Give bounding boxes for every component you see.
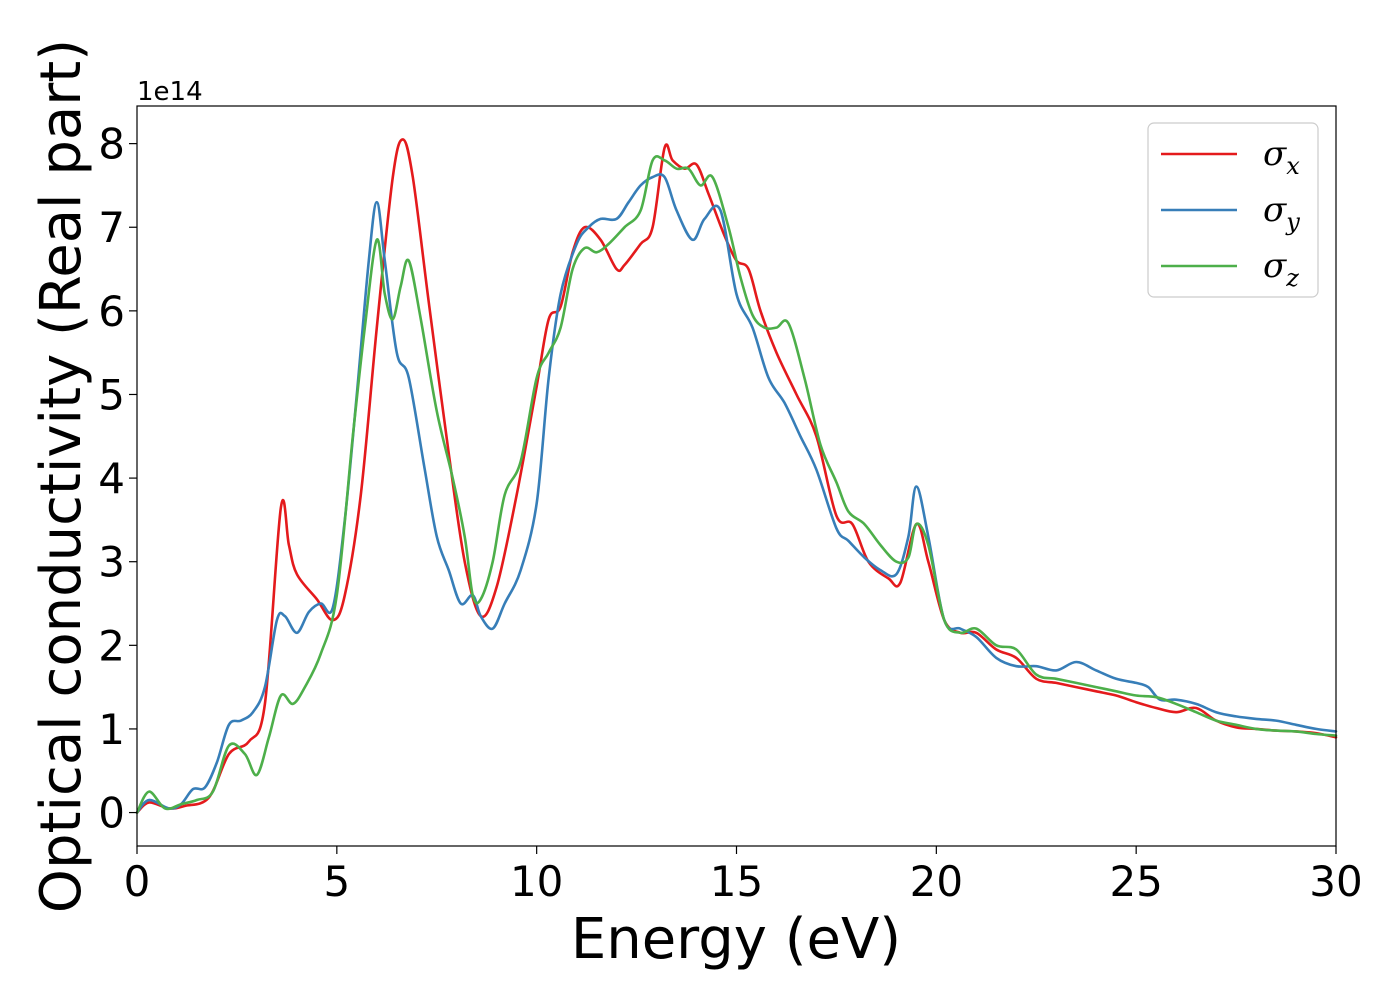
x-tick-label: 10 — [510, 857, 563, 906]
x-tick-label: 30 — [1309, 857, 1362, 906]
legend-label-sigma-z: σz — [1263, 246, 1299, 292]
y-tick-label: 1 — [98, 705, 125, 754]
series-line-sigma-y — [135, 172, 1338, 814]
legend-subscript: y — [1285, 208, 1300, 236]
y-tick-label: 2 — [98, 621, 125, 670]
x-tick-label: 20 — [910, 857, 963, 906]
plot-area — [137, 106, 1336, 846]
y-tick-label: 3 — [98, 538, 125, 587]
y-tick-label: 8 — [98, 120, 125, 169]
legend-subscript: x — [1286, 152, 1300, 180]
x-axis-ticks: 0 5 10 15 20 25 30 — [124, 846, 1363, 906]
y-axis-title: Optical conductivity (Real part) — [29, 39, 94, 913]
y-axis-ticks: 0 1 2 3 4 5 6 7 8 — [98, 120, 137, 838]
legend-label-sigma-x: σx — [1263, 134, 1300, 180]
y-tick-label: 7 — [98, 203, 125, 252]
y-tick-label: 5 — [98, 370, 125, 419]
x-tick-label: 5 — [323, 857, 350, 906]
x-axis-title: Energy (eV) — [571, 907, 901, 972]
legend-label-sigma-y: σy — [1263, 190, 1300, 236]
series-layer — [135, 138, 1338, 814]
legend-symbol: σ — [1263, 134, 1287, 174]
y-tick-label: 6 — [98, 287, 125, 336]
y-tick-label: 0 — [98, 789, 125, 838]
x-tick-label: 25 — [1109, 857, 1162, 906]
x-tick-label: 0 — [124, 857, 151, 906]
y-offset-label: 1e14 — [137, 77, 203, 107]
legend-symbol: σ — [1263, 246, 1287, 286]
series-line-sigma-z — [135, 155, 1338, 814]
x-tick-label: 15 — [710, 857, 763, 906]
series-line-sigma-x — [135, 138, 1338, 814]
legend-symbol: σ — [1263, 190, 1287, 230]
y-tick-label: 4 — [98, 454, 125, 503]
legend-subscript: z — [1285, 264, 1299, 292]
